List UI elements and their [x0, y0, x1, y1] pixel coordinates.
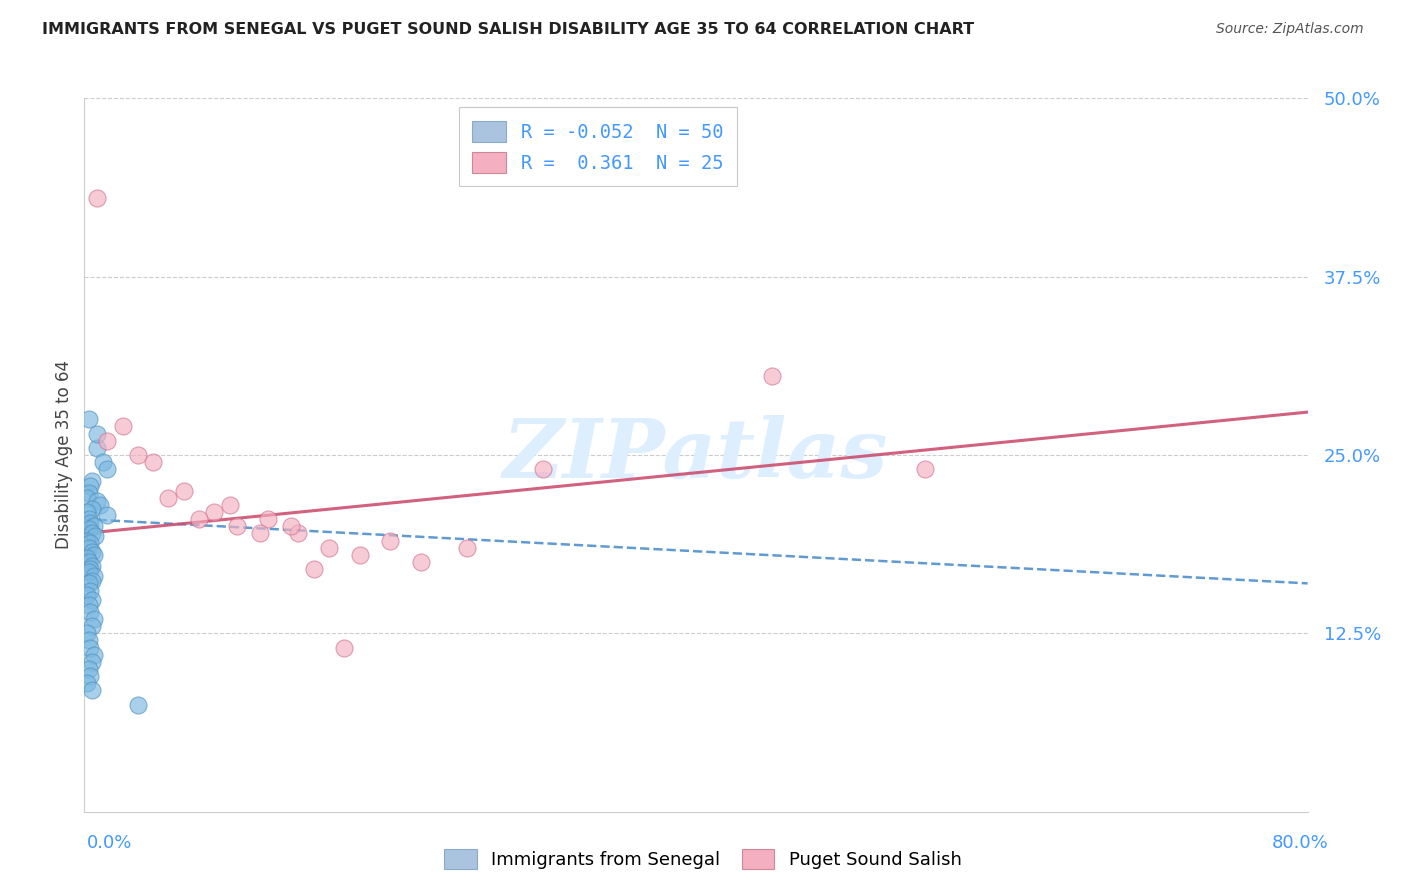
Point — [157, 491, 180, 505]
Point — [77, 541, 100, 555]
Point — [83, 548, 105, 562]
Text: IMMIGRANTS FROM SENEGAL VS PUGET SOUND SALISH DISABILITY AGE 35 TO 64 CORRELATIO: IMMIGRANTS FROM SENEGAL VS PUGET SOUND S… — [42, 22, 974, 37]
Point — [77, 633, 100, 648]
Point — [349, 548, 371, 562]
Point — [76, 533, 98, 548]
Point — [79, 516, 101, 531]
Point — [83, 519, 105, 533]
Text: ZIPatlas: ZIPatlas — [503, 415, 889, 495]
Point — [86, 191, 108, 205]
Legend: Immigrants from Senegal, Puget Sound Salish: Immigrants from Senegal, Puget Sound Sal… — [436, 839, 970, 879]
Point — [80, 474, 103, 488]
Text: 80.0%: 80.0% — [1272, 834, 1329, 852]
Point — [80, 683, 103, 698]
Point — [318, 541, 340, 555]
Point — [77, 522, 100, 536]
Point — [226, 519, 249, 533]
Point — [173, 483, 195, 498]
Point — [249, 526, 271, 541]
Point — [761, 369, 783, 384]
Point — [409, 555, 432, 569]
Point — [142, 455, 165, 469]
Point — [80, 655, 103, 669]
Point — [76, 588, 98, 602]
Point — [77, 412, 100, 426]
Point — [531, 462, 554, 476]
Legend: R = -0.052  N = 50, R =  0.361  N = 25: R = -0.052 N = 50, R = 0.361 N = 25 — [460, 108, 737, 186]
Point — [76, 626, 98, 640]
Point — [79, 669, 101, 683]
Point — [80, 619, 103, 633]
Point — [76, 676, 98, 690]
Point — [76, 505, 98, 519]
Point — [127, 448, 149, 462]
Point — [79, 640, 101, 655]
Point — [280, 519, 302, 533]
Y-axis label: Disability Age 35 to 64: Disability Age 35 to 64 — [55, 360, 73, 549]
Point — [218, 498, 240, 512]
Point — [91, 455, 114, 469]
Point — [79, 536, 101, 550]
Point — [188, 512, 211, 526]
Point — [111, 419, 134, 434]
Point — [76, 491, 98, 505]
Point — [96, 508, 118, 522]
Point — [77, 512, 100, 526]
Point — [86, 426, 108, 441]
Point — [77, 486, 100, 500]
Point — [80, 593, 103, 607]
Point — [83, 648, 105, 662]
Point — [79, 583, 101, 598]
Point — [302, 562, 325, 576]
Point — [80, 559, 103, 574]
Point — [83, 569, 105, 583]
Point — [77, 598, 100, 612]
Point — [287, 526, 309, 541]
Point — [79, 562, 101, 576]
Point — [80, 502, 103, 516]
Point — [79, 479, 101, 493]
Point — [257, 512, 280, 526]
Point — [86, 493, 108, 508]
Point — [77, 565, 100, 579]
Point — [89, 498, 111, 512]
Point — [80, 574, 103, 588]
Point — [456, 541, 478, 555]
Point — [333, 640, 356, 655]
Point — [80, 545, 103, 559]
Point — [914, 462, 936, 476]
Point — [80, 526, 103, 541]
Point — [84, 529, 107, 543]
Text: Source: ZipAtlas.com: Source: ZipAtlas.com — [1216, 22, 1364, 37]
Point — [96, 462, 118, 476]
Point — [79, 605, 101, 619]
Point — [77, 555, 100, 569]
Point — [86, 441, 108, 455]
Point — [96, 434, 118, 448]
Point — [83, 612, 105, 626]
Point — [76, 550, 98, 565]
Point — [202, 505, 225, 519]
Point — [77, 662, 100, 676]
Point — [77, 576, 100, 591]
Point — [127, 698, 149, 712]
Point — [380, 533, 402, 548]
Text: 0.0%: 0.0% — [87, 834, 132, 852]
